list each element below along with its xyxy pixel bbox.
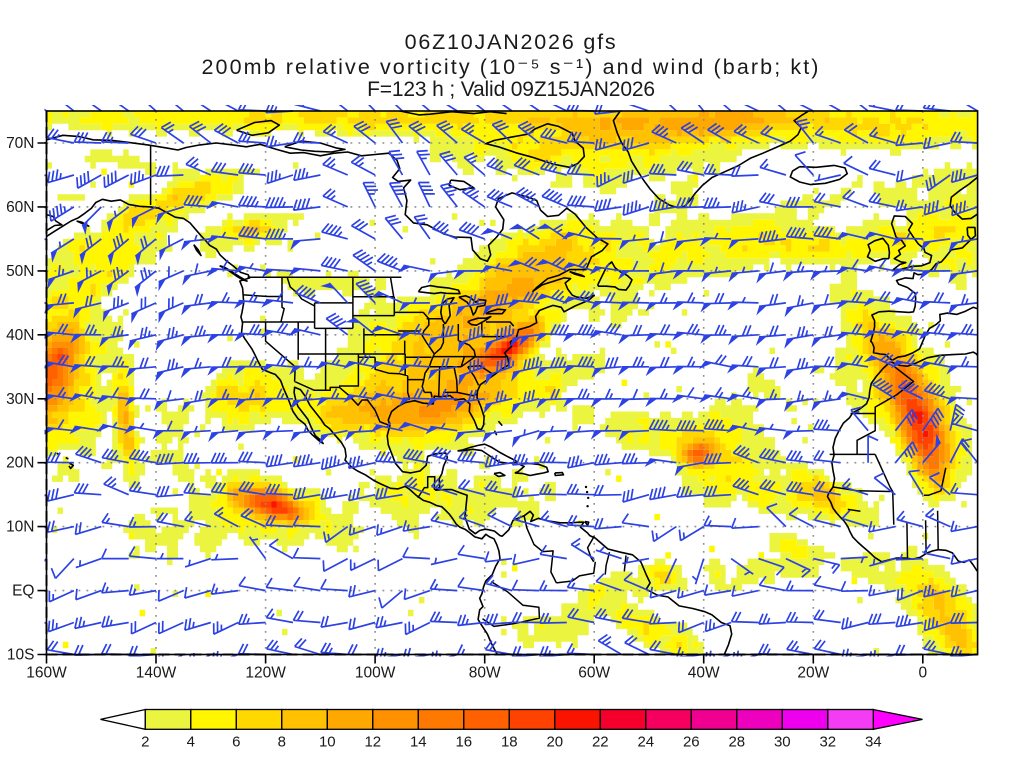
svg-text:4: 4	[187, 734, 195, 751]
svg-text:20N: 20N	[6, 455, 34, 472]
svg-text:8: 8	[278, 734, 286, 751]
svg-text:80W: 80W	[469, 665, 501, 682]
svg-text:22: 22	[592, 734, 609, 751]
svg-text:16: 16	[455, 734, 472, 751]
svg-text:140W: 140W	[136, 665, 177, 682]
svg-text:60N: 60N	[6, 199, 34, 216]
svg-text:160W: 160W	[26, 665, 67, 682]
svg-text:6: 6	[232, 734, 240, 751]
svg-text:0: 0	[918, 665, 927, 682]
svg-text:30: 30	[774, 734, 791, 751]
svg-text:10N: 10N	[6, 519, 34, 536]
svg-text:26: 26	[683, 734, 700, 751]
svg-text:40N: 40N	[6, 327, 34, 344]
svg-text:2: 2	[141, 734, 149, 751]
svg-text:EQ: EQ	[12, 583, 34, 600]
svg-text:120W: 120W	[245, 665, 286, 682]
svg-text:20: 20	[546, 734, 563, 751]
svg-text:28: 28	[728, 734, 745, 751]
svg-text:70N: 70N	[6, 135, 34, 152]
svg-text:50N: 50N	[6, 263, 34, 280]
svg-text:32: 32	[819, 734, 836, 751]
svg-text:30N: 30N	[6, 391, 34, 408]
svg-text:10S: 10S	[7, 647, 35, 664]
svg-text:100W: 100W	[355, 665, 396, 682]
svg-text:20W: 20W	[797, 665, 829, 682]
svg-text:12: 12	[364, 734, 381, 751]
svg-text:18: 18	[501, 734, 518, 751]
svg-text:14: 14	[410, 734, 427, 751]
svg-text:F=123 h ; Valid 09Z15JAN2026: F=123 h ; Valid 09Z15JAN2026	[367, 78, 655, 101]
svg-text:200mb relative vorticity (10⁻⁵: 200mb relative vorticity (10⁻⁵ s⁻¹) and …	[201, 55, 820, 79]
svg-text:06Z10JAN2026 gfs: 06Z10JAN2026 gfs	[405, 30, 618, 54]
svg-text:34: 34	[865, 734, 882, 751]
svg-text:40W: 40W	[688, 665, 720, 682]
svg-text:10: 10	[319, 734, 336, 751]
svg-text:24: 24	[637, 734, 654, 751]
svg-text:60W: 60W	[578, 665, 610, 682]
